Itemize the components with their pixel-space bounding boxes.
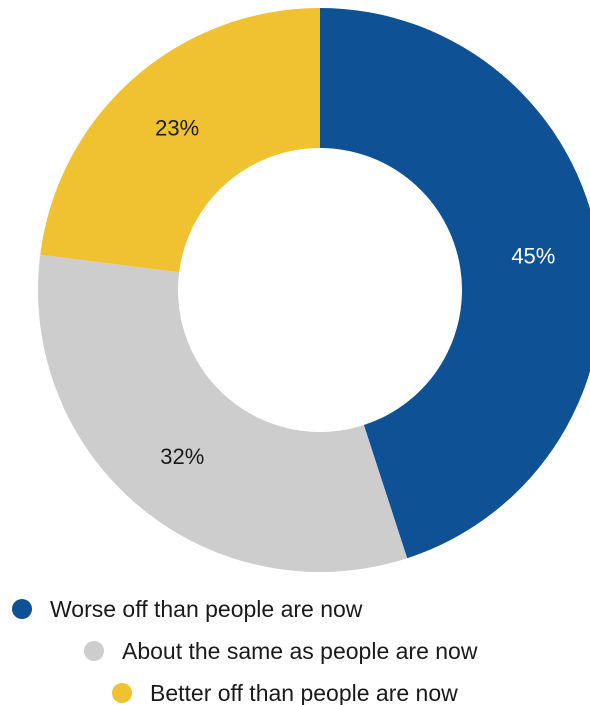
legend-item-better-off-than-people-are-now: Better off than people are now: [112, 680, 458, 705]
slice-labels: 45% 32% 23%: [155, 115, 555, 468]
slice-better-off-than-people-are-now: [40, 8, 320, 273]
slice-label-better-off-than-people-are-now: 23%: [155, 115, 199, 140]
slice-about-the-same-as-people-are-now: [38, 254, 408, 573]
legend-item-worse-off-than-people-are-now: Worse off than people are now: [12, 596, 363, 622]
legend-label: Worse off than people are now: [50, 596, 363, 622]
donut-slices: [38, 8, 590, 573]
slice-label-about-the-same-as-people-are-now: 32%: [160, 444, 204, 469]
legend-label: Better off than people are now: [150, 680, 458, 705]
legend-item-about-the-same-as-people-are-now: About the same as people are now: [84, 638, 478, 664]
slice-worse-off-than-people-are-now: [320, 8, 590, 559]
legend-swatch: [112, 683, 132, 703]
legend-label: About the same as people are now: [122, 638, 478, 664]
legend: Worse off than people are now About the s…: [12, 596, 478, 705]
slice-label-worse-off-than-people-are-now: 45%: [511, 244, 555, 269]
legend-swatch: [84, 641, 104, 661]
legend-swatch: [12, 599, 32, 619]
